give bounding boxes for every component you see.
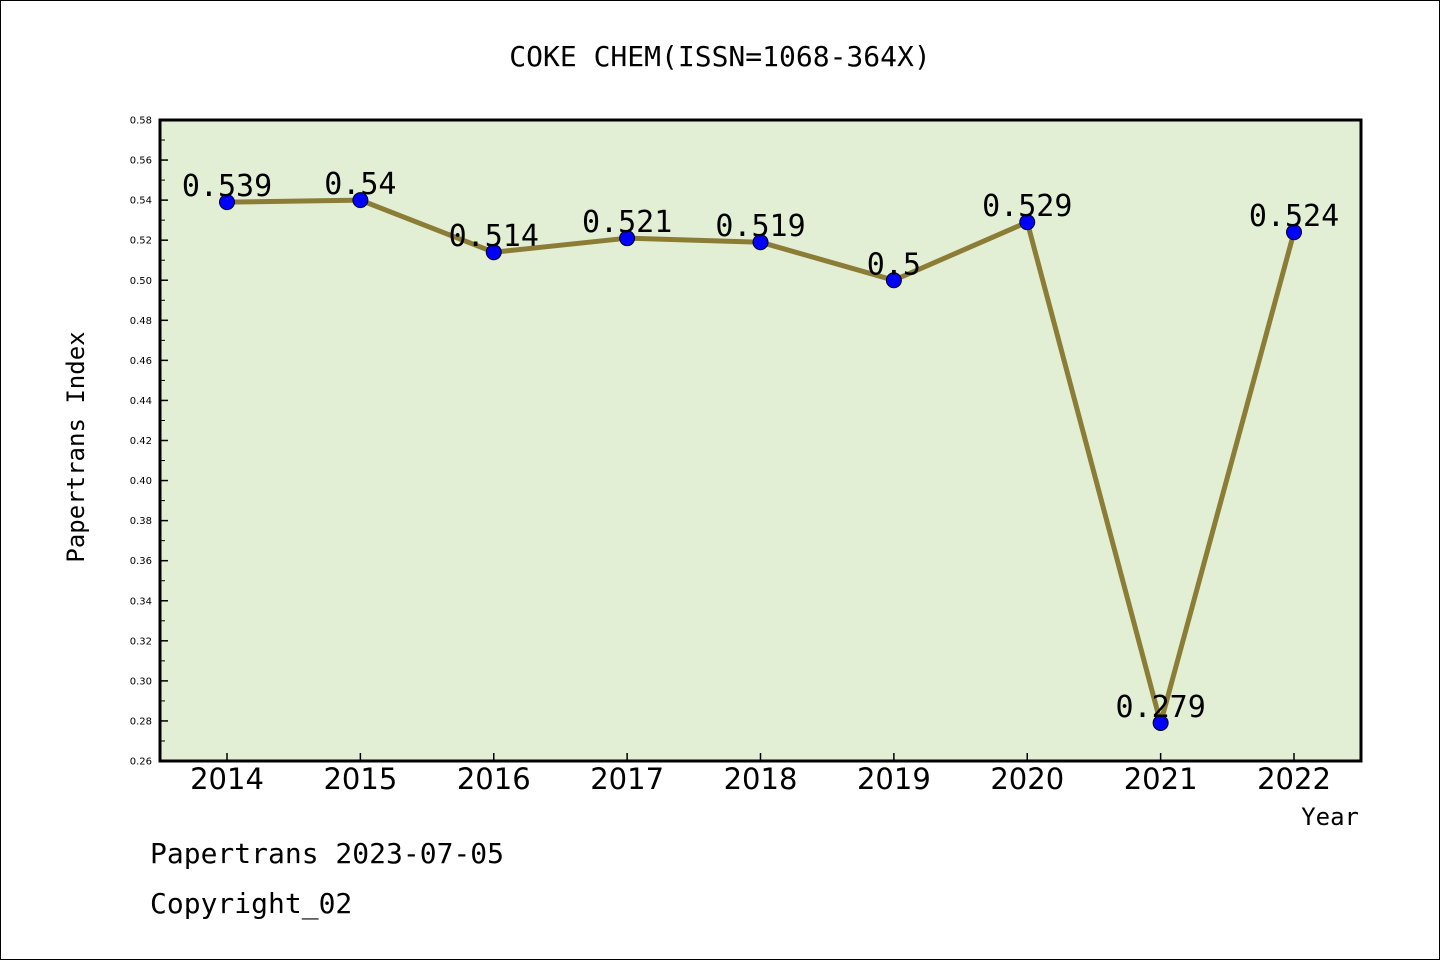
y-tick-label: 0.28 [130,716,152,727]
chart-title: COKE CHEM(ISSN=1068-364X) [509,40,930,73]
x-axis: 2014 2015 2016 2017 2018 2019 2020 2021 2022 [190,753,1331,796]
x-tick-label: 2019 [857,762,931,796]
y-tick-label: 0.26 [130,757,152,768]
data-label: 0.5 [867,247,921,282]
data-label: 0.539 [182,169,272,204]
x-tick-label: 2014 [190,762,264,796]
data-point [1286,224,1302,241]
y-tick-label: 0.36 [130,556,152,567]
y-tick-label: 0.44 [130,396,152,407]
data-label: 0.514 [449,219,539,254]
y-tick-label: 0.42 [130,436,152,447]
data-point [485,244,502,261]
data-label: 0.521 [582,205,672,240]
y-tick-label: 0.50 [130,276,152,287]
data-point [1152,714,1169,731]
y-axis-label: Papertrans Index [62,331,90,562]
data-point [352,192,369,209]
footer-copyright: Copyright_02 [150,887,352,921]
x-tick-label: 2015 [323,762,397,796]
x-tick-label: 2022 [1257,762,1331,796]
y-tick-label: 0.32 [130,636,152,647]
data-point [752,234,769,251]
x-tick-label: 2016 [457,762,531,796]
y-tick-label: 0.30 [130,676,152,687]
plot-area [158,118,1363,763]
y-tick-label: 0.38 [130,516,152,527]
data-point [885,272,902,289]
data-point [219,194,235,211]
y-tick-label: 0.46 [130,356,152,367]
data-label: 0.54 [324,167,396,202]
y-tick-label: 0.56 [130,156,152,167]
y-tick-label: 0.54 [130,196,152,207]
x-tick-label: 2017 [590,762,664,796]
data-label: 0.519 [715,209,805,244]
data-label: 0.524 [1249,199,1339,234]
data-points [219,192,1302,731]
data-point [1019,214,1036,231]
x-tick-label: 2020 [990,762,1064,796]
x-tick-label: 2018 [724,762,798,796]
data-label: 0.279 [1115,690,1205,725]
y-tick-label: 0.58 [130,116,152,127]
data-labels: 0.539 0.54 0.514 0.521 0.519 0.5 0.529 0.279 0.5… [182,167,1339,725]
x-axis-label: Year [1301,803,1359,831]
x-tick-label: 2021 [1124,762,1198,796]
data-point [619,230,636,247]
y-tick-label: 0.40 [130,476,152,487]
data-label: 0.529 [982,189,1072,224]
footer-date: Papertrans 2023-07-05 [150,837,504,870]
y-tick-label: 0.48 [130,316,152,327]
y-tick-label: 0.52 [130,236,152,247]
y-axis: 0.26 0.28 0.30 0.32 0.34 0.36 0.38 0.40 0.42 0.44… [130,116,168,768]
y-tick-label: 0.34 [130,596,152,607]
